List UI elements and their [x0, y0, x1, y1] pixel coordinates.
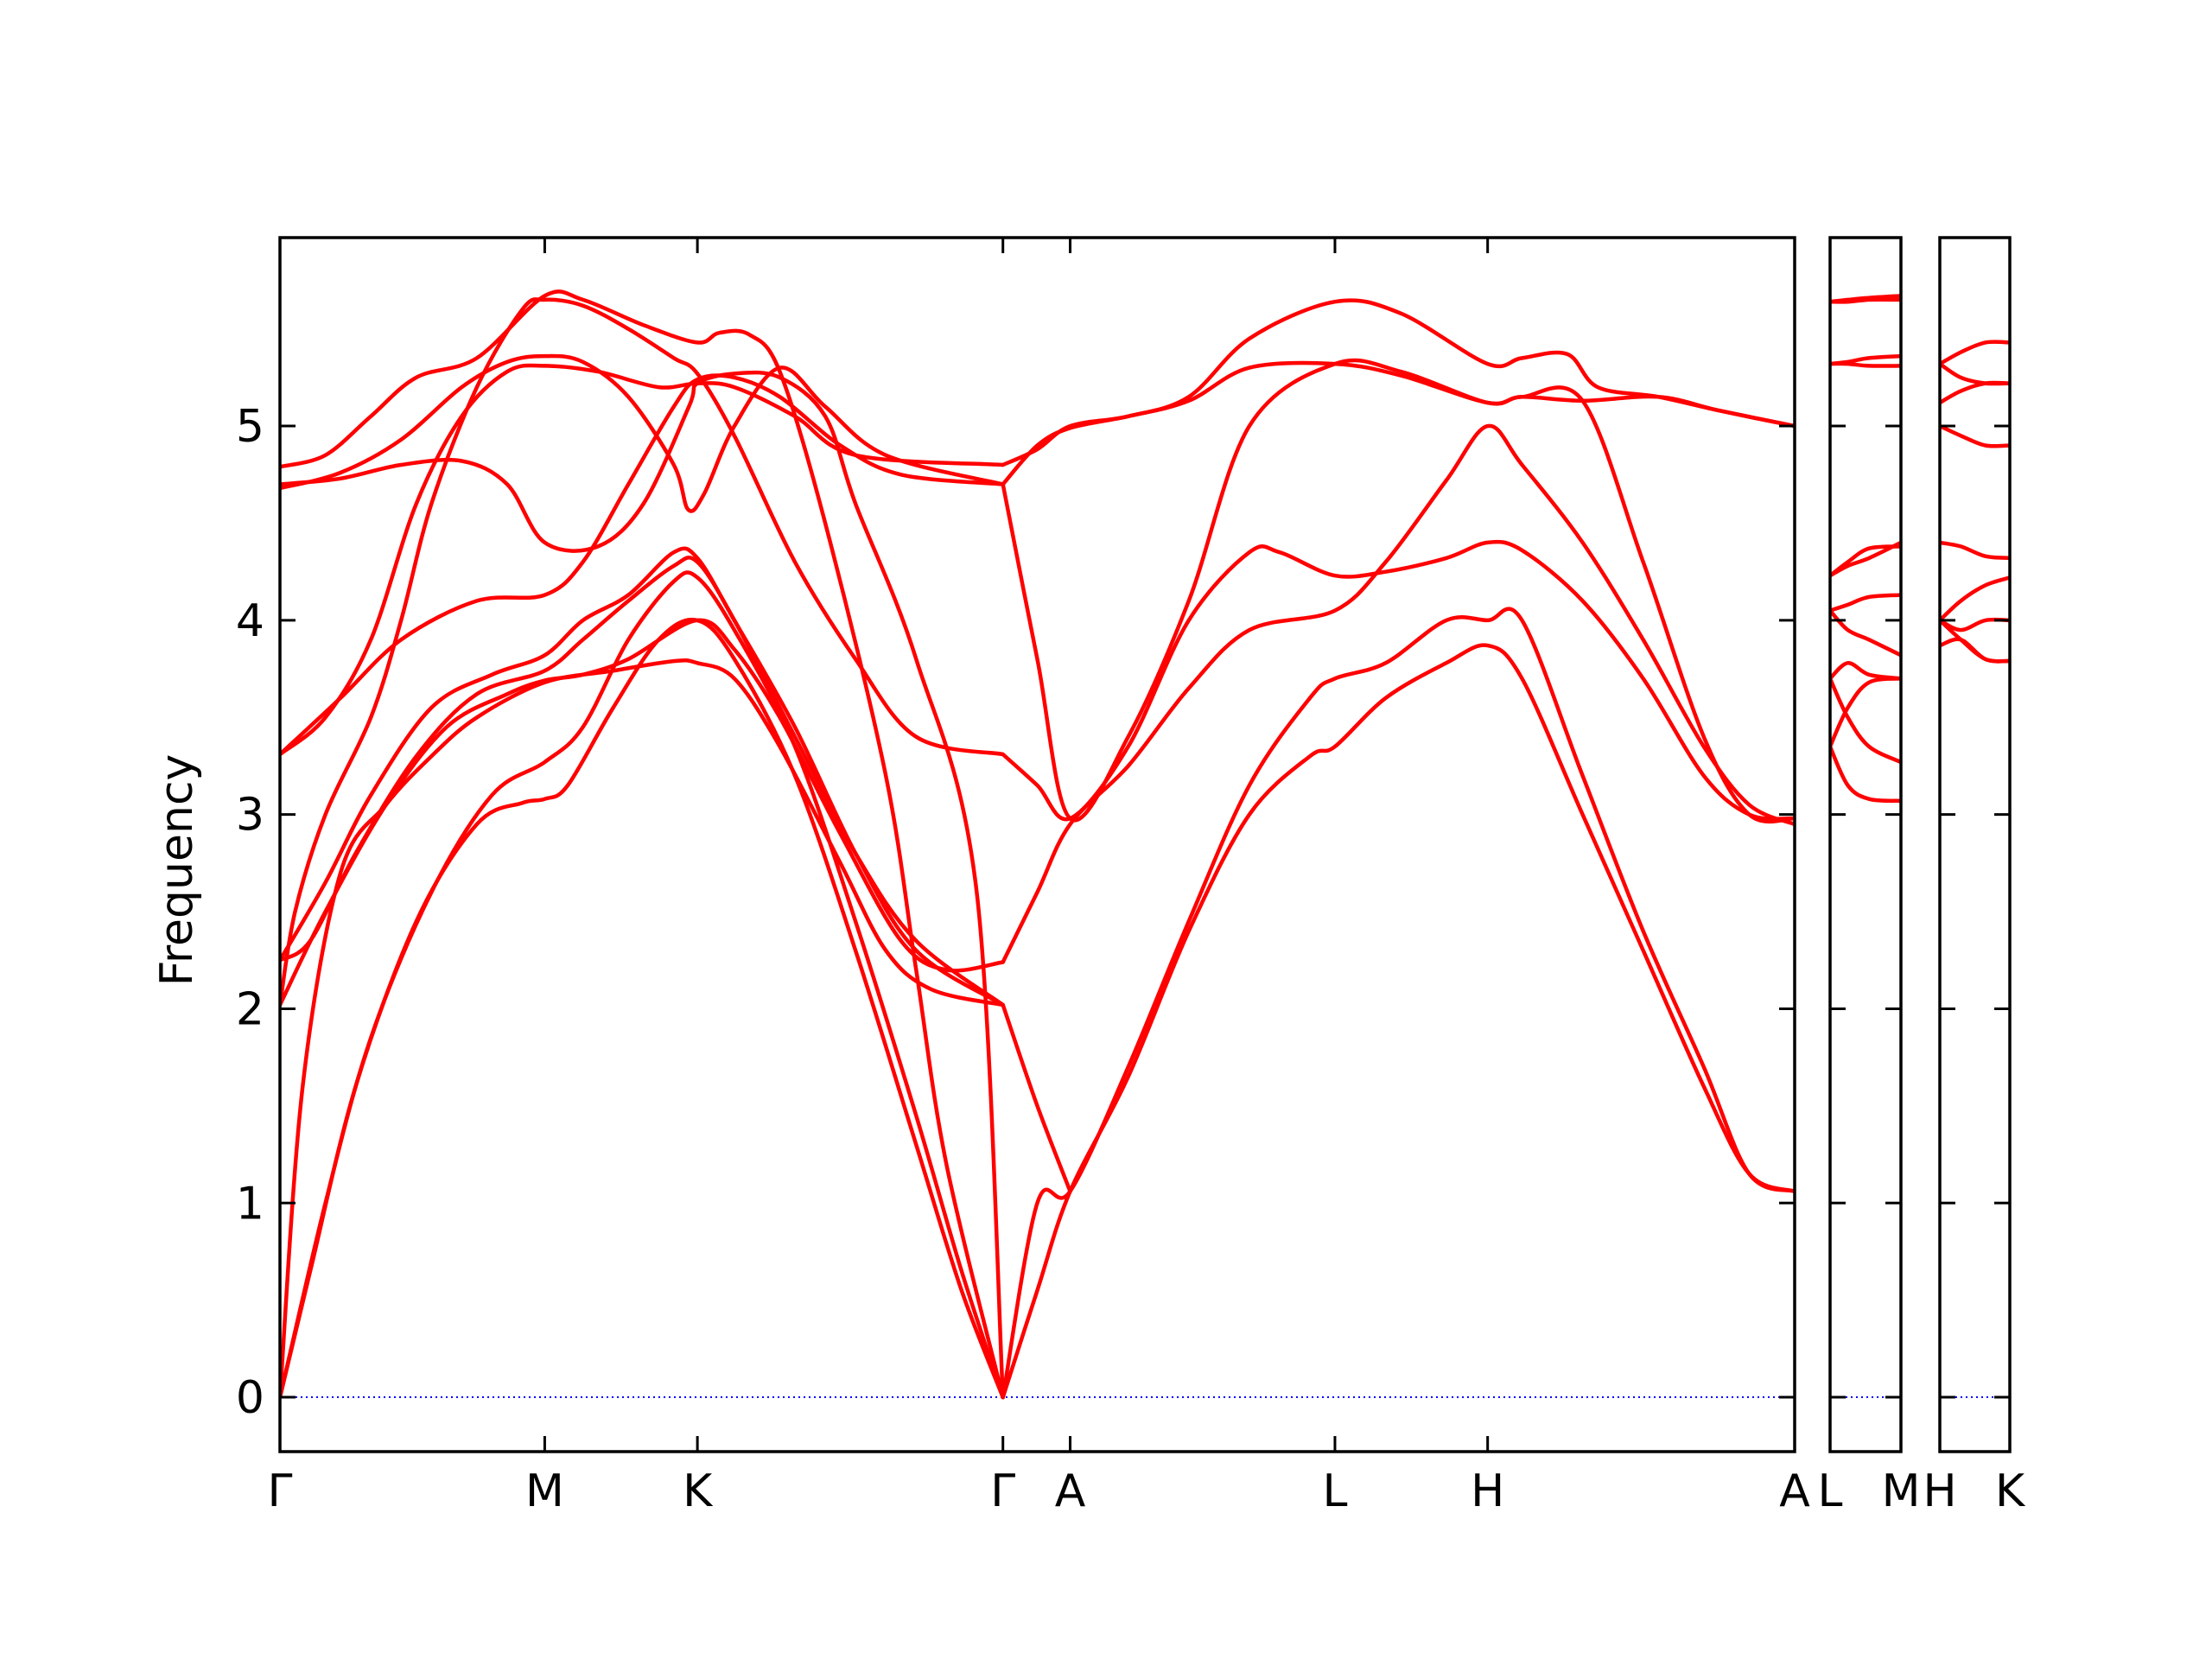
x-tick-label: L [1818, 1465, 1843, 1517]
panel-frame [1938, 236, 2012, 1453]
x-tick-label: K [1995, 1465, 2026, 1517]
phonon-branch-10 [280, 370, 1005, 1400]
x-tick-label: Γ [990, 1465, 1015, 1517]
phonon-branch-5 [280, 556, 1005, 1007]
phonon-branch-6 [280, 546, 1005, 1007]
panel-frame [1828, 236, 1903, 1453]
phonon-branch-2 [1940, 618, 2010, 664]
x-tick-label: M [1882, 1465, 1921, 1517]
y-tick-label: 4 [236, 595, 264, 647]
phonon-branch-9 [1940, 340, 2010, 366]
y-tick-label: 2 [236, 983, 264, 1035]
phonon-branch-8 [1940, 361, 2010, 386]
branches [280, 289, 1795, 1400]
phonon-branch-10 [1830, 353, 1901, 366]
phonon-branch-6 [1830, 593, 1901, 613]
phonon-branch-19 [1001, 298, 1795, 467]
y-axis-label: Frequency [151, 754, 203, 987]
branches [1830, 294, 1901, 804]
y-tick-label: 3 [236, 790, 264, 842]
phonon-branch-3 [280, 658, 1005, 1400]
phonon-branch-14 [1001, 607, 1795, 1400]
phonon-branch-7 [280, 297, 1005, 1007]
phonon-branch-15 [1001, 1002, 1072, 1194]
phonon-branch-1 [1830, 744, 1901, 804]
phonon-branch-2 [1830, 677, 1901, 749]
x-tick-label: Γ [268, 1465, 293, 1517]
phonon-branch-16 [1001, 423, 1795, 964]
phonon-branch-17 [1001, 539, 1795, 822]
phonon-branch-1 [280, 617, 1005, 1400]
phonon-branch-7 [1940, 380, 2010, 405]
branches [1940, 340, 2010, 664]
phonon-branch-20 [1001, 360, 1795, 486]
phonon-branch-4 [1830, 661, 1901, 681]
phonon-branch-11 [280, 353, 1005, 513]
y-tick-label: 1 [236, 1178, 264, 1230]
x-tick-label: L [1322, 1465, 1347, 1517]
x-tick-label: K [683, 1465, 714, 1517]
phonon-branch-8 [1830, 540, 1901, 578]
x-tick-label: H [1471, 1465, 1504, 1517]
x-tick-label: A [1055, 1465, 1086, 1517]
phonon-branch-9 [280, 363, 1005, 757]
y-tick-label: 5 [236, 401, 264, 453]
x-tick-label: M [525, 1465, 564, 1517]
phonon-branch-2 [280, 570, 1005, 1400]
y-tick-label: 0 [236, 1372, 264, 1424]
phonon-branch-18 [1001, 358, 1795, 824]
phonon-branch-12 [1830, 297, 1901, 304]
phonon-branch-5 [1940, 540, 2010, 561]
panel-frame [278, 236, 1796, 1453]
phonon-branch-12 [280, 289, 1005, 1400]
phonon-branch-6 [1940, 423, 2010, 448]
phonon-branch-3 [1830, 677, 1901, 765]
x-tick-label: H [1923, 1465, 1956, 1517]
phonon-branch-5 [1830, 608, 1901, 658]
phonon-branch-4 [1940, 575, 2010, 623]
x-tick-label: A [1779, 1465, 1810, 1517]
phonon-branch-8 [280, 373, 1005, 757]
